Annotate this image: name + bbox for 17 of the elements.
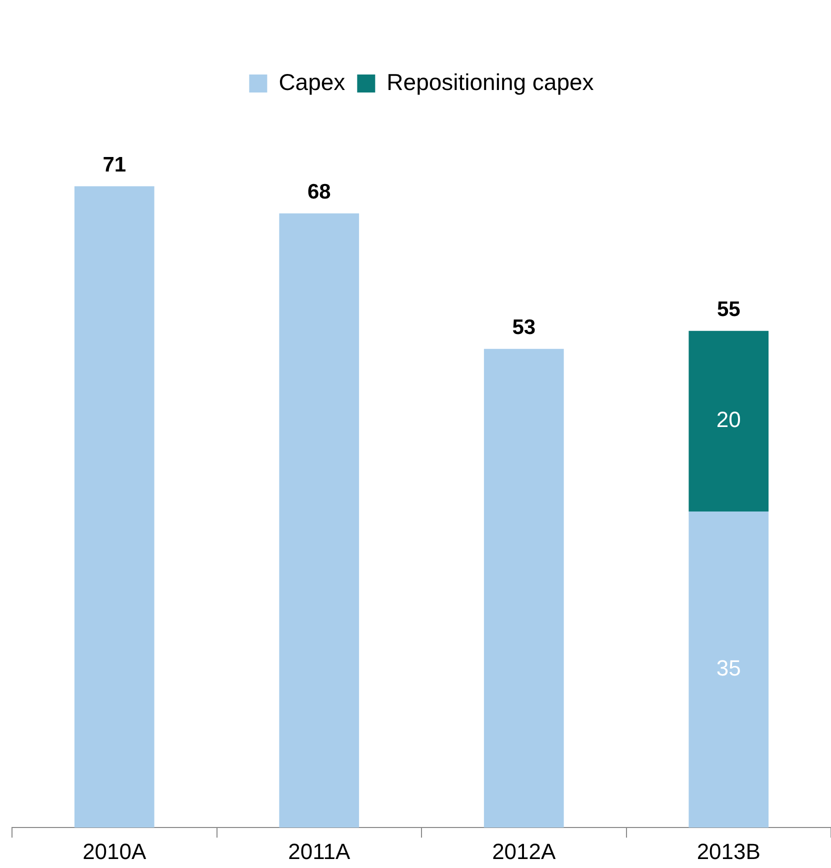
legend-label: Repositioning capex: [386, 68, 594, 95]
bar: [279, 213, 360, 828]
bar: [688, 511, 769, 828]
x-tick-label: 2011A: [288, 838, 350, 864]
total-label: 55: [716, 298, 741, 322]
x-tick-label: 2010A: [82, 838, 147, 864]
bar: [484, 348, 564, 828]
total-label: 71: [102, 154, 126, 177]
bar: [688, 330, 769, 512]
x-tick-label: 2013B: [696, 838, 760, 864]
legend-label: Capex: [278, 68, 346, 95]
total-label: 68: [307, 180, 332, 204]
x-tick-label: 2012A: [492, 838, 556, 864]
total-label: 53: [512, 316, 536, 340]
data-label: 20: [716, 407, 741, 432]
bar: [74, 186, 154, 828]
data-label: 35: [716, 656, 741, 681]
